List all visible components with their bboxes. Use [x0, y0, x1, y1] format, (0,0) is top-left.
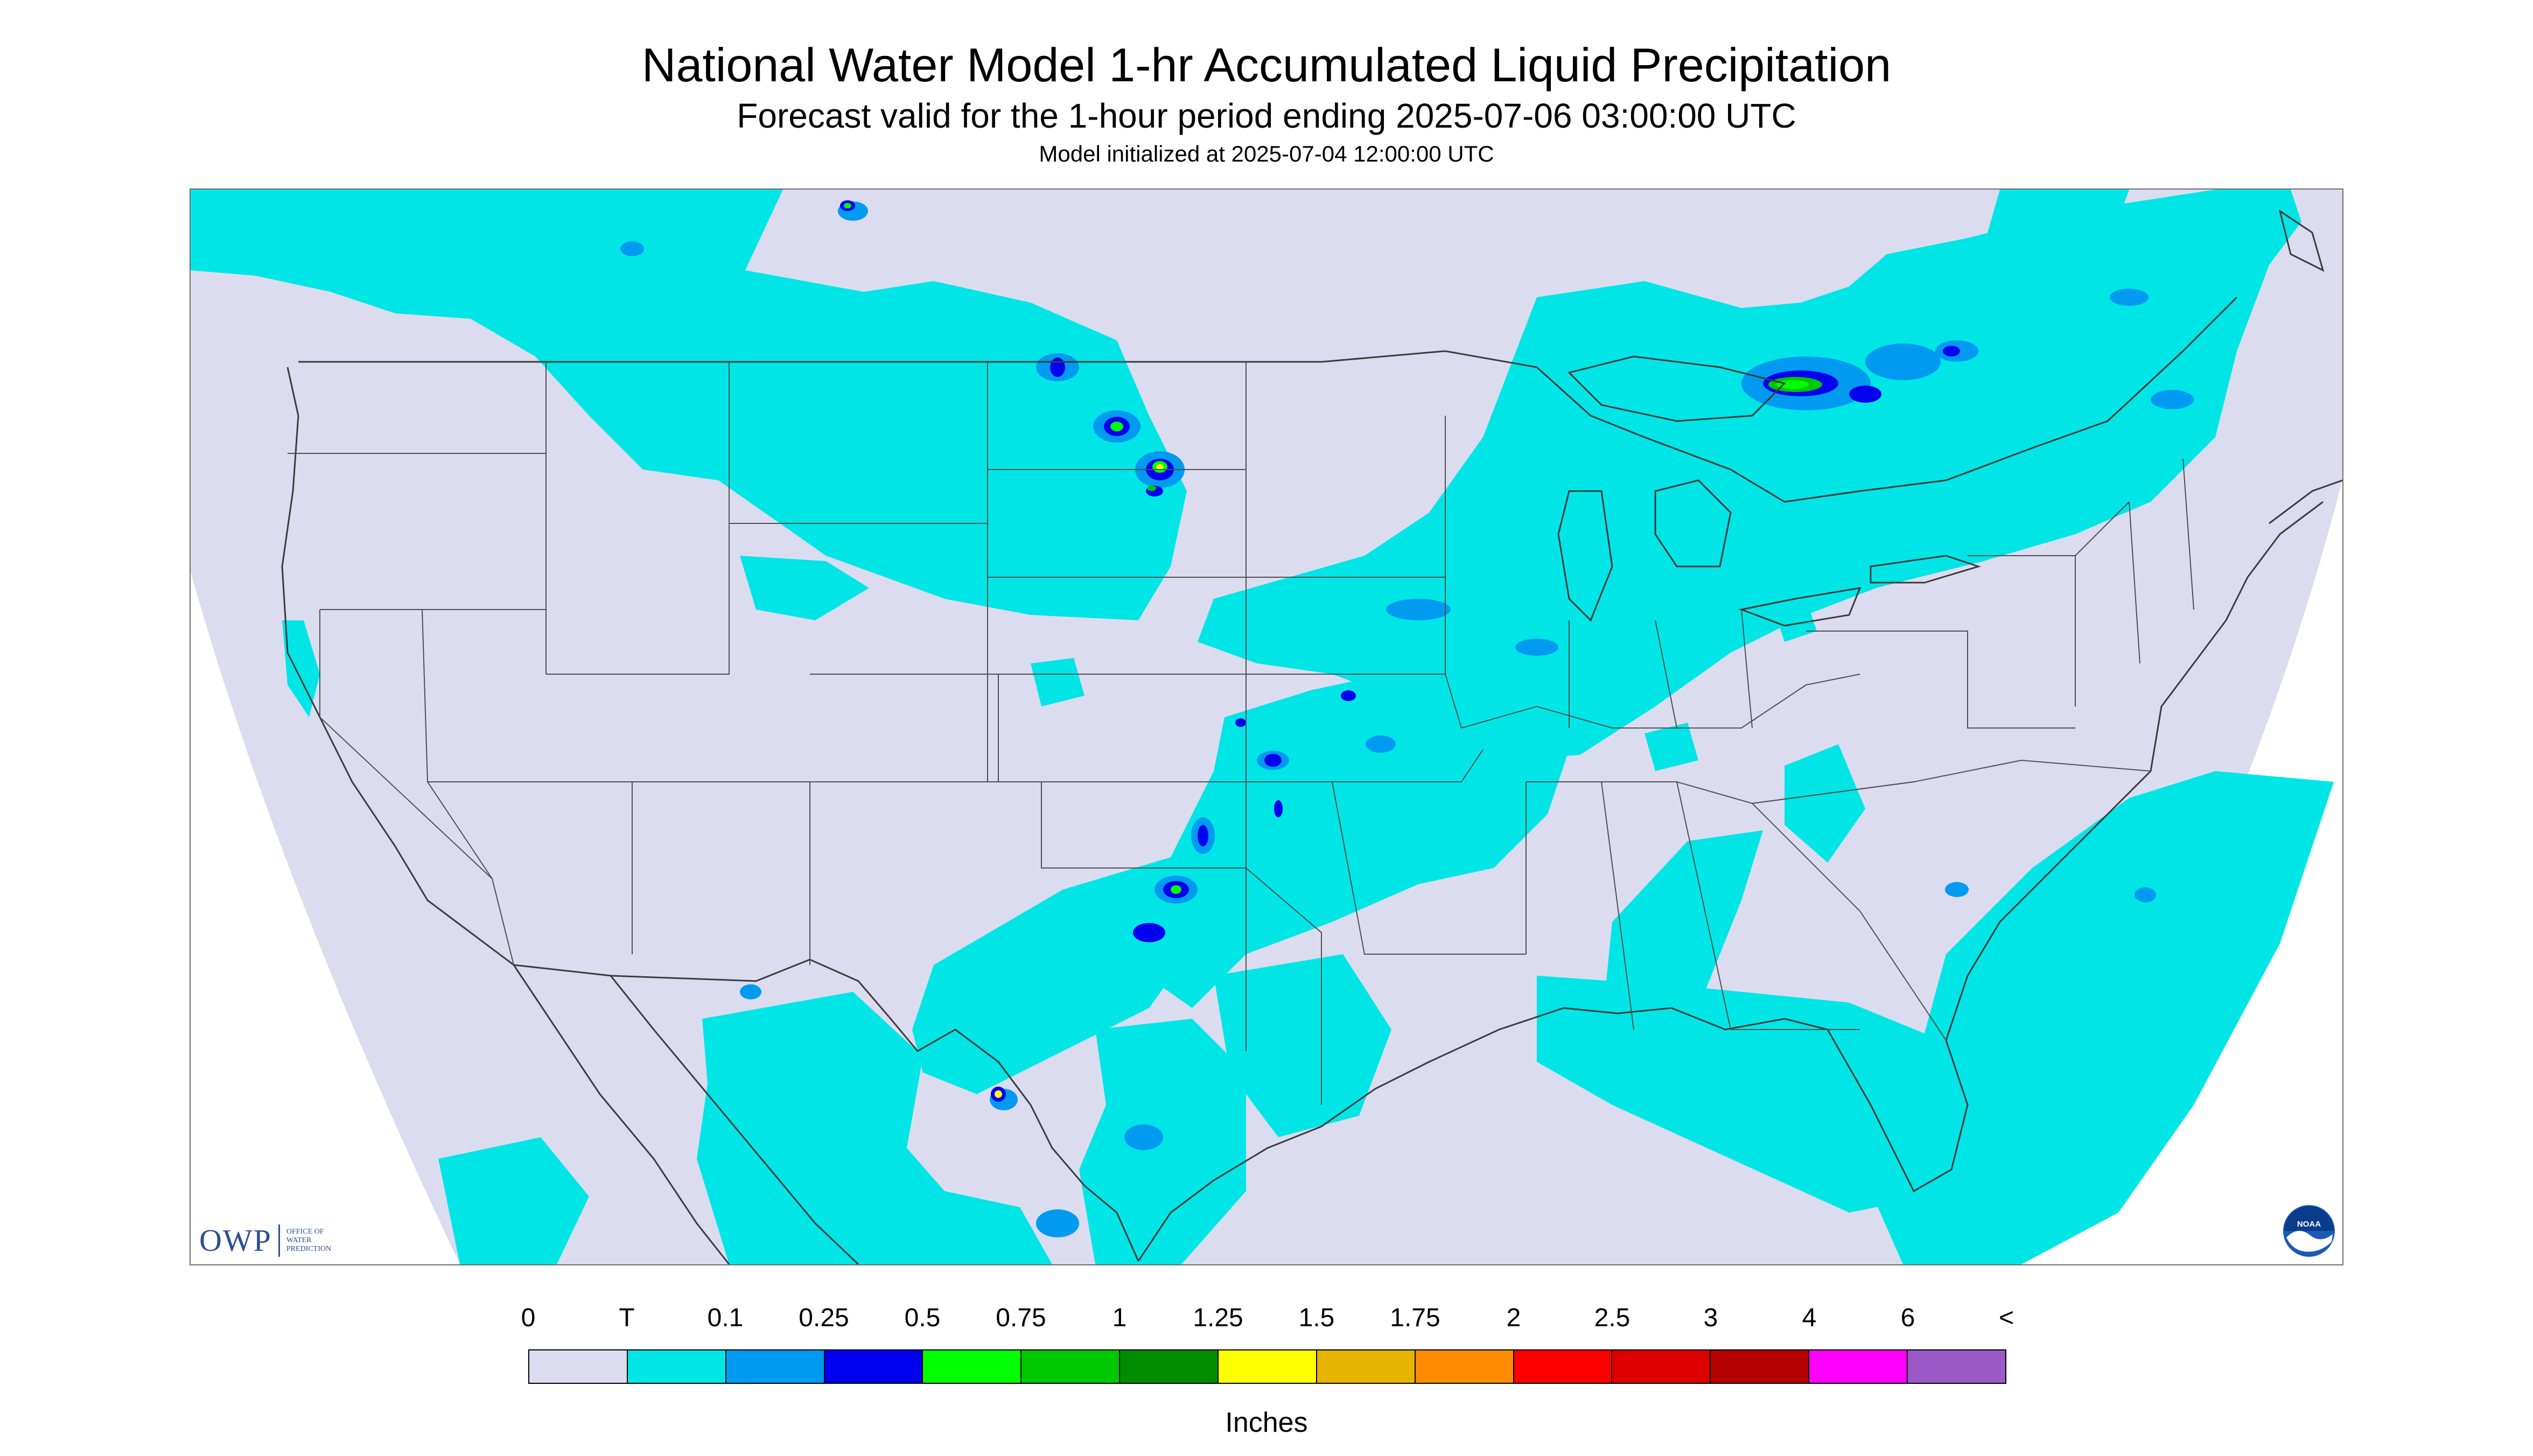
legend-swatch	[1317, 1350, 1416, 1383]
state-boundaries	[288, 362, 2194, 1105]
legend-tick-label: 2.5	[1594, 1304, 1631, 1332]
legend-tick-label: 1.25	[1193, 1304, 1243, 1332]
legend-tick-label: 0.75	[996, 1304, 1046, 1332]
legend-swatch	[1120, 1350, 1219, 1383]
legend-swatch	[1612, 1350, 1711, 1383]
legend-tick-label: 2	[1506, 1304, 1521, 1332]
legend-tick-label: 0	[521, 1304, 536, 1332]
legend-swatch	[1021, 1350, 1121, 1383]
model-init-line: Model initialized at 2025-07-04 12:00:00…	[1039, 141, 1494, 166]
legend-tick-label: 0.1	[707, 1304, 744, 1332]
legend-tick-label: 1	[1112, 1304, 1127, 1332]
map-subtitle: Forecast valid for the 1-hour period end…	[737, 96, 1796, 135]
legend-swatch	[824, 1350, 923, 1383]
legend-swatch	[1809, 1350, 1908, 1383]
legend-swatch	[1219, 1350, 1317, 1383]
legend-color-bar	[528, 1349, 2006, 1384]
precip-trace-areas	[191, 190, 2334, 1264]
legend-tick-label: 1.75	[1390, 1304, 1440, 1332]
legend-swatch	[726, 1350, 825, 1383]
owp-logo-letters: OWP	[199, 1223, 272, 1258]
legend-swatch	[1908, 1350, 2005, 1383]
legend-tick-label: 0.25	[799, 1304, 849, 1332]
owp-logo-subtitle: OFFICE OF WATER PREDICTION	[286, 1227, 332, 1253]
legend-units: Inches	[1225, 1407, 1308, 1438]
legend-swatch	[1415, 1350, 1514, 1383]
legend-tick-label: T	[619, 1304, 635, 1332]
legend-tick-label: 1.5	[1298, 1304, 1335, 1332]
legend-labels: 0 T 0.1 0.25 0.5 0.75 1 1.25 1.5 1.75 2 2.5 3 4 6 <	[521, 1303, 2014, 1335]
legend-swatch	[923, 1350, 1022, 1383]
legend-tick-label: 4	[1802, 1304, 1817, 1332]
noaa-logo: NOAA	[2283, 1205, 2335, 1257]
owp-logo-divider	[278, 1224, 280, 1257]
legend-swatch	[529, 1350, 628, 1383]
map-canvas	[191, 190, 2342, 1264]
precipitation-map	[190, 188, 2343, 1265]
noaa-logo-text: NOAA	[2297, 1220, 2321, 1229]
legend-swatch	[1514, 1350, 1613, 1383]
legend-swatch	[1711, 1350, 1810, 1383]
legend-swatch	[627, 1350, 726, 1383]
legend-tick-label: <	[1998, 1304, 2014, 1332]
legend-tick-label: 0.5	[904, 1304, 941, 1332]
legend-tick-label: 6	[1900, 1304, 1915, 1332]
owp-logo: OWP OFFICE OF WATER PREDICTION	[199, 1222, 346, 1258]
legend-tick-label: 3	[1703, 1304, 1718, 1332]
map-title: National Water Model 1-hr Accumulated Li…	[641, 38, 1892, 92]
